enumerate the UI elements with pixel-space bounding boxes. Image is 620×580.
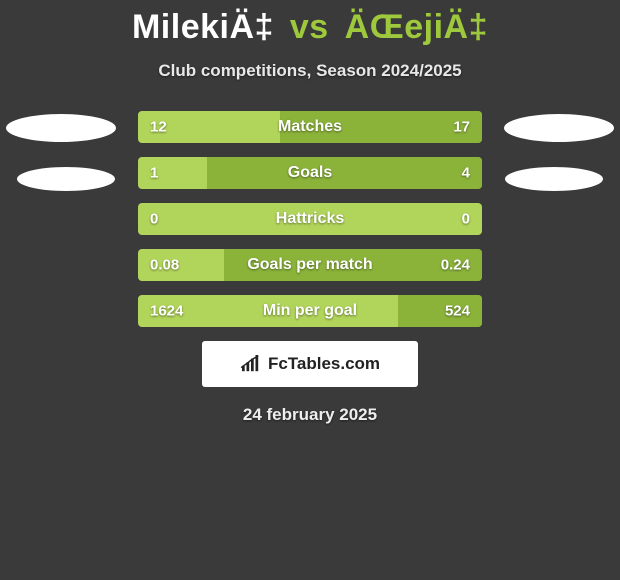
- value-left: 0: [150, 211, 158, 228]
- player1-name: MilekiÄ‡: [132, 8, 274, 46]
- stat-label: Goals: [288, 164, 332, 182]
- stat-label: Matches: [278, 118, 342, 136]
- stat-row-matches: 12 Matches 17: [0, 111, 620, 143]
- value-right: 524: [445, 303, 470, 320]
- bar-track: 0.08 Goals per match 0.24: [138, 249, 482, 281]
- stat-label: Goals per match: [247, 256, 372, 274]
- comparison-infographic: MilekiÄ‡ vs ÄŒejiÄ‡ Club competitions, S…: [0, 0, 620, 580]
- snapshot-date: 24 february 2025: [0, 405, 620, 425]
- source-logo: FcTables.com: [202, 341, 418, 387]
- value-right: 0: [462, 211, 470, 228]
- stat-row-gpm: 0.08 Goals per match 0.24: [0, 249, 620, 281]
- bar-track: 1 Goals 4: [138, 157, 482, 189]
- stat-label: Min per goal: [263, 302, 357, 320]
- value-left: 1624: [150, 303, 183, 320]
- bar-track: 1624 Min per goal 524: [138, 295, 482, 327]
- source-logo-text: FcTables.com: [268, 354, 380, 374]
- player2-name: ÄŒejiÄ‡: [345, 8, 488, 46]
- value-left: 12: [150, 119, 167, 136]
- bar-track: 12 Matches 17: [138, 111, 482, 143]
- value-left: 0.08: [150, 257, 179, 274]
- value-right: 4: [462, 165, 470, 182]
- vs-label: vs: [290, 8, 329, 46]
- stat-row-mpg: 1624 Min per goal 524: [0, 295, 620, 327]
- stats-rows: 12 Matches 17 1 Goals 4 0 Hattricks 0: [0, 111, 620, 327]
- value-right: 17: [453, 119, 470, 136]
- bar-right: [207, 157, 482, 189]
- bar-chart-icon: [240, 355, 262, 373]
- page-title: MilekiÄ‡ vs ÄŒejiÄ‡: [0, 0, 620, 47]
- stat-row-hattricks: 0 Hattricks 0: [0, 203, 620, 235]
- value-left: 1: [150, 165, 158, 182]
- subtitle: Club competitions, Season 2024/2025: [0, 61, 620, 81]
- stat-label: Hattricks: [276, 210, 344, 228]
- value-right: 0.24: [441, 257, 470, 274]
- bar-track: 0 Hattricks 0: [138, 203, 482, 235]
- stat-row-goals: 1 Goals 4: [0, 157, 620, 189]
